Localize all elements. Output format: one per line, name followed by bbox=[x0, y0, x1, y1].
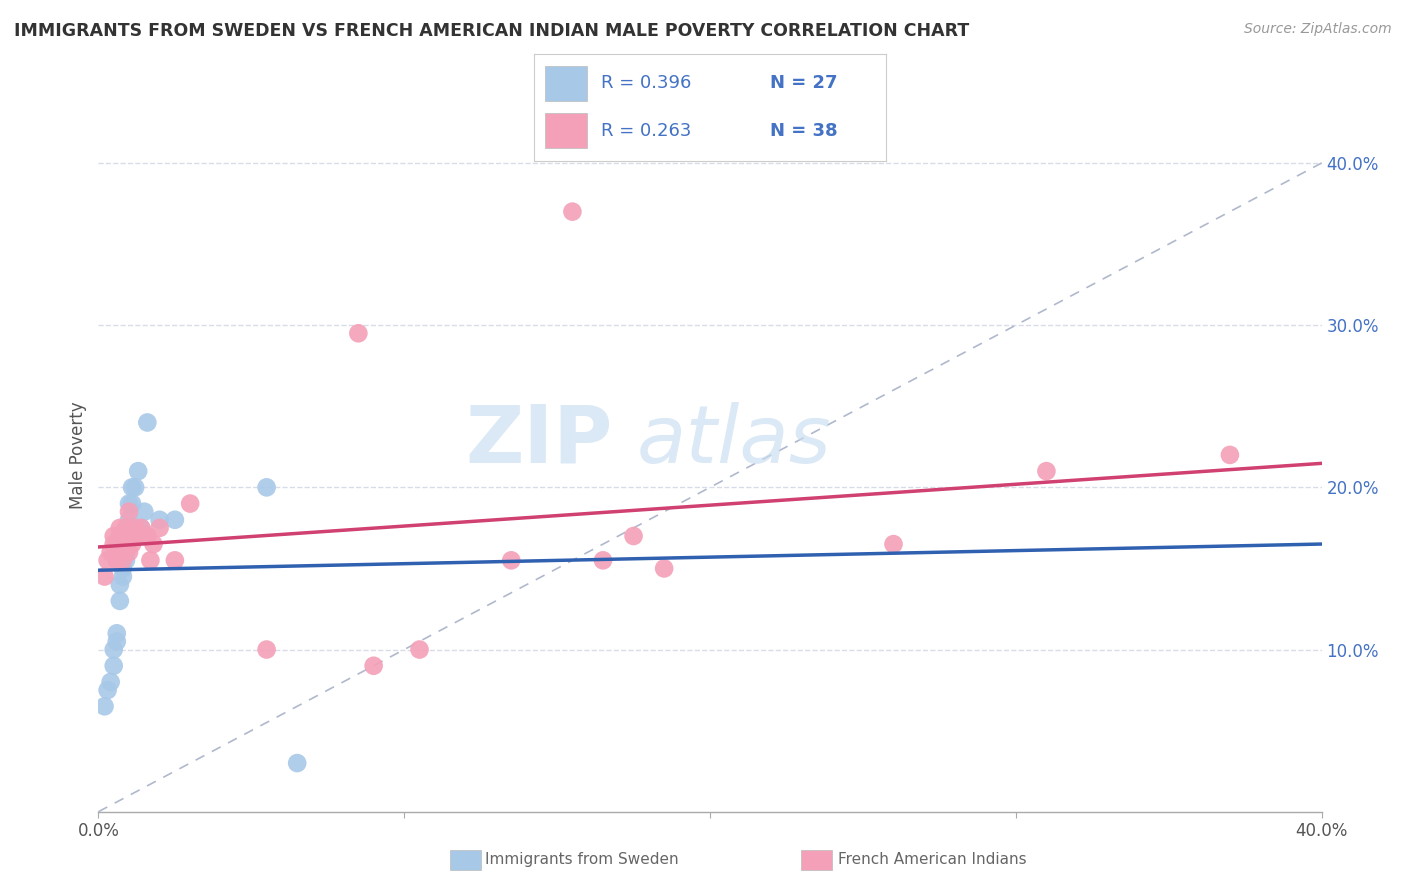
Bar bbox=[544, 66, 586, 101]
Point bbox=[115, 529, 138, 543]
Point bbox=[105, 537, 128, 551]
Point bbox=[623, 529, 645, 543]
Point bbox=[1219, 448, 1241, 462]
Point bbox=[134, 529, 156, 543]
Point bbox=[363, 658, 385, 673]
Point bbox=[124, 521, 146, 535]
Point bbox=[115, 529, 138, 543]
Point bbox=[142, 537, 165, 551]
Point bbox=[115, 521, 138, 535]
Text: R = 0.263: R = 0.263 bbox=[602, 121, 692, 139]
Text: atlas: atlas bbox=[637, 401, 831, 480]
Point bbox=[103, 529, 125, 543]
Point bbox=[129, 521, 152, 535]
Y-axis label: Male Poverty: Male Poverty bbox=[69, 401, 87, 508]
Point bbox=[105, 626, 128, 640]
Point bbox=[108, 594, 131, 608]
Point bbox=[592, 553, 614, 567]
Point bbox=[561, 204, 583, 219]
Text: N = 27: N = 27 bbox=[770, 75, 838, 93]
Point bbox=[121, 480, 143, 494]
Text: IMMIGRANTS FROM SWEDEN VS FRENCH AMERICAN INDIAN MALE POVERTY CORRELATION CHART: IMMIGRANTS FROM SWEDEN VS FRENCH AMERICA… bbox=[14, 22, 969, 40]
Point bbox=[149, 521, 172, 535]
Point bbox=[111, 561, 134, 575]
Point bbox=[118, 545, 141, 559]
Point bbox=[501, 553, 523, 567]
Point bbox=[134, 505, 156, 519]
Point bbox=[108, 529, 131, 543]
Point bbox=[163, 553, 186, 567]
Point bbox=[129, 521, 152, 535]
Text: R = 0.396: R = 0.396 bbox=[602, 75, 692, 93]
Point bbox=[100, 675, 122, 690]
Point bbox=[285, 756, 308, 770]
Point bbox=[97, 553, 120, 567]
Point bbox=[256, 480, 278, 494]
Point bbox=[127, 464, 149, 478]
Point bbox=[118, 505, 141, 519]
Point bbox=[105, 553, 128, 567]
Point bbox=[118, 497, 141, 511]
Point bbox=[1035, 464, 1057, 478]
Point bbox=[883, 537, 905, 551]
Point bbox=[163, 513, 186, 527]
Point bbox=[408, 642, 430, 657]
Point bbox=[652, 561, 675, 575]
Point bbox=[111, 569, 134, 583]
Point bbox=[111, 545, 134, 559]
Point bbox=[124, 480, 146, 494]
Text: Immigrants from Sweden: Immigrants from Sweden bbox=[485, 853, 679, 867]
Point bbox=[103, 642, 125, 657]
Point bbox=[108, 521, 131, 535]
Point bbox=[111, 553, 134, 567]
Point bbox=[103, 537, 125, 551]
Point bbox=[136, 416, 159, 430]
Point bbox=[105, 634, 128, 648]
Point bbox=[179, 497, 201, 511]
Point bbox=[136, 529, 159, 543]
Text: French American Indians: French American Indians bbox=[838, 853, 1026, 867]
Point bbox=[139, 553, 162, 567]
Point bbox=[100, 545, 122, 559]
Point bbox=[121, 497, 143, 511]
Point bbox=[93, 699, 115, 714]
Point bbox=[256, 642, 278, 657]
Point bbox=[347, 326, 370, 341]
Point bbox=[118, 513, 141, 527]
Text: Source: ZipAtlas.com: Source: ZipAtlas.com bbox=[1244, 22, 1392, 37]
Text: N = 38: N = 38 bbox=[770, 121, 838, 139]
Bar bbox=[544, 113, 586, 148]
Point bbox=[115, 553, 138, 567]
Point bbox=[127, 529, 149, 543]
Point bbox=[93, 569, 115, 583]
Point bbox=[103, 658, 125, 673]
Point bbox=[115, 545, 138, 559]
Point bbox=[108, 577, 131, 591]
Point bbox=[121, 537, 143, 551]
Point bbox=[97, 683, 120, 698]
Point bbox=[149, 513, 172, 527]
Text: ZIP: ZIP bbox=[465, 401, 612, 480]
